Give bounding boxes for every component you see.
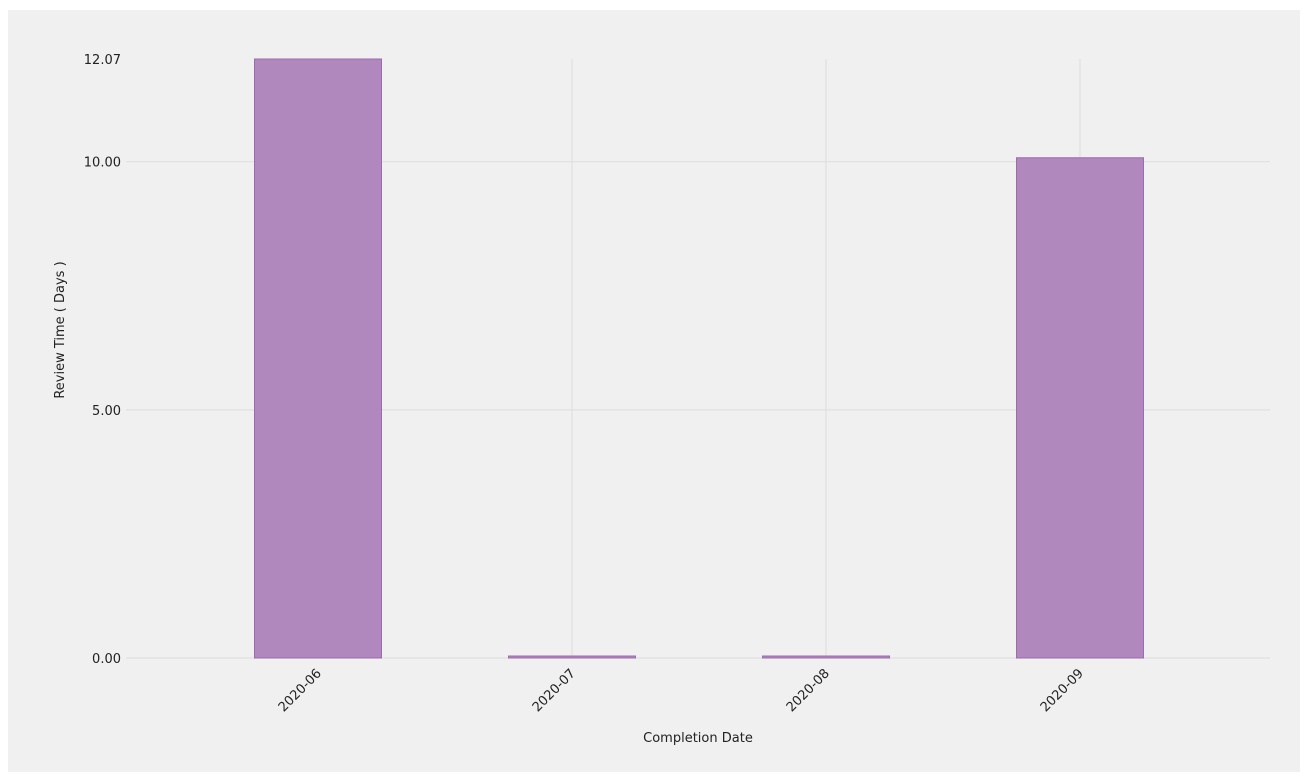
y-tick-label: 12.07 (84, 53, 121, 68)
bar-2020-06 (254, 58, 382, 659)
y-tick-label: 5.00 (92, 404, 121, 419)
x-tick-label: 2020-07 (530, 666, 579, 715)
y-tick-label: 10.00 (84, 156, 121, 171)
bar-2020-09 (1016, 157, 1144, 659)
bars-layer (254, 58, 1144, 659)
x-tick-labels: 2020-06 2020-07 2020-08 2020-09 (276, 666, 1087, 715)
bar-2020-08 (762, 655, 890, 659)
bar-2020-07 (508, 655, 636, 659)
x-tick-label: 2020-08 (784, 666, 833, 715)
chart-panel: 0.00 5.00 10.00 12.07 2020-06 2020-07 2020-08… (8, 10, 1300, 772)
y-tick-label: 0.00 (92, 652, 121, 667)
x-tick-label: 2020-09 (1038, 666, 1087, 715)
x-axis-title: Completion Date (643, 731, 753, 746)
y-axis-title: Review Time ( Days ) (53, 261, 68, 398)
bar-chart: 0.00 5.00 10.00 12.07 2020-06 2020-07 2020-08… (53, 53, 1270, 746)
x-tick-label: 2020-06 (276, 666, 325, 715)
y-tick-labels: 0.00 5.00 10.00 12.07 (84, 53, 121, 667)
